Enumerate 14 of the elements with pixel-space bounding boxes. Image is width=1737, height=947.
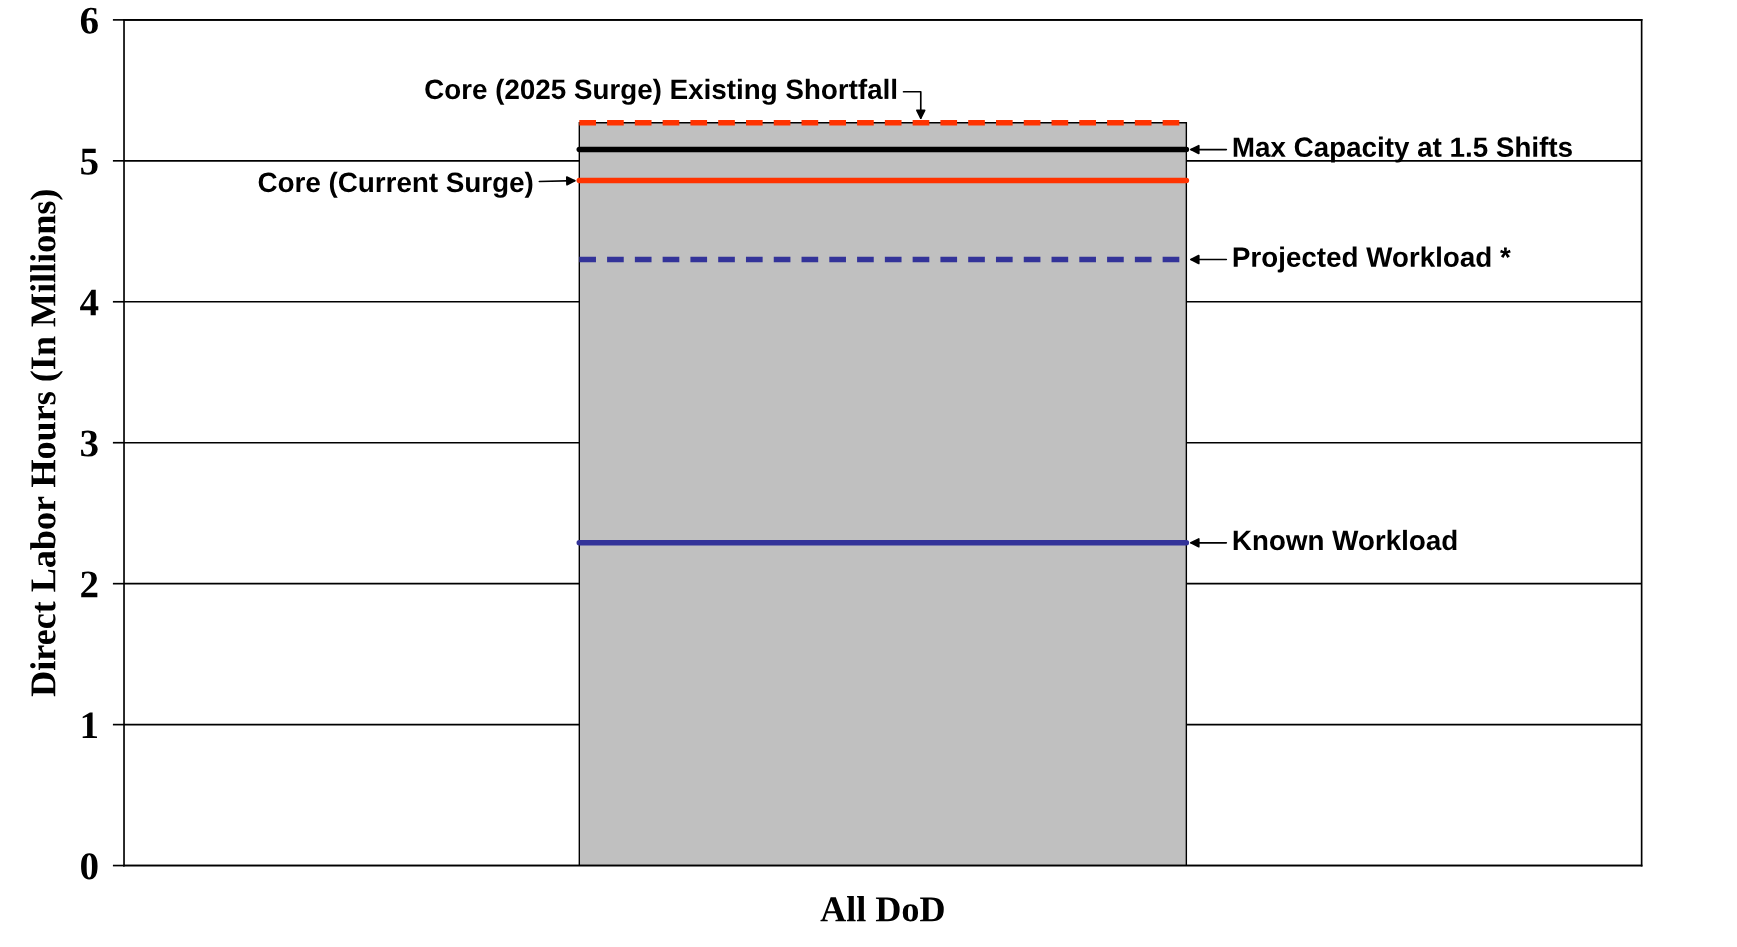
ref-line-label: Projected Workload * xyxy=(1233,246,1511,273)
y-tick-label: 3 xyxy=(81,430,98,457)
y-tick-label: 4 xyxy=(80,289,99,316)
y-tick-label: 5 xyxy=(81,148,98,175)
y-axis-title: Direct Labor Hours (In Millions) xyxy=(30,190,63,697)
ref-line-label: Core (Current Surge) xyxy=(258,171,533,198)
ref-line-label: Max Capacity at 1.5 Shifts xyxy=(1233,136,1572,163)
y-tick-label: 6 xyxy=(80,7,98,34)
y-tick-label: 1 xyxy=(82,712,98,739)
ref-line-label: Known Workload xyxy=(1233,529,1457,551)
y-tick-label: 2 xyxy=(81,571,98,598)
ref-line-label: Core (2025 Surge) Existing Shortfall xyxy=(425,78,897,105)
x-tick-label: All DoD xyxy=(820,896,944,922)
y-tick-label: 0 xyxy=(81,853,98,880)
